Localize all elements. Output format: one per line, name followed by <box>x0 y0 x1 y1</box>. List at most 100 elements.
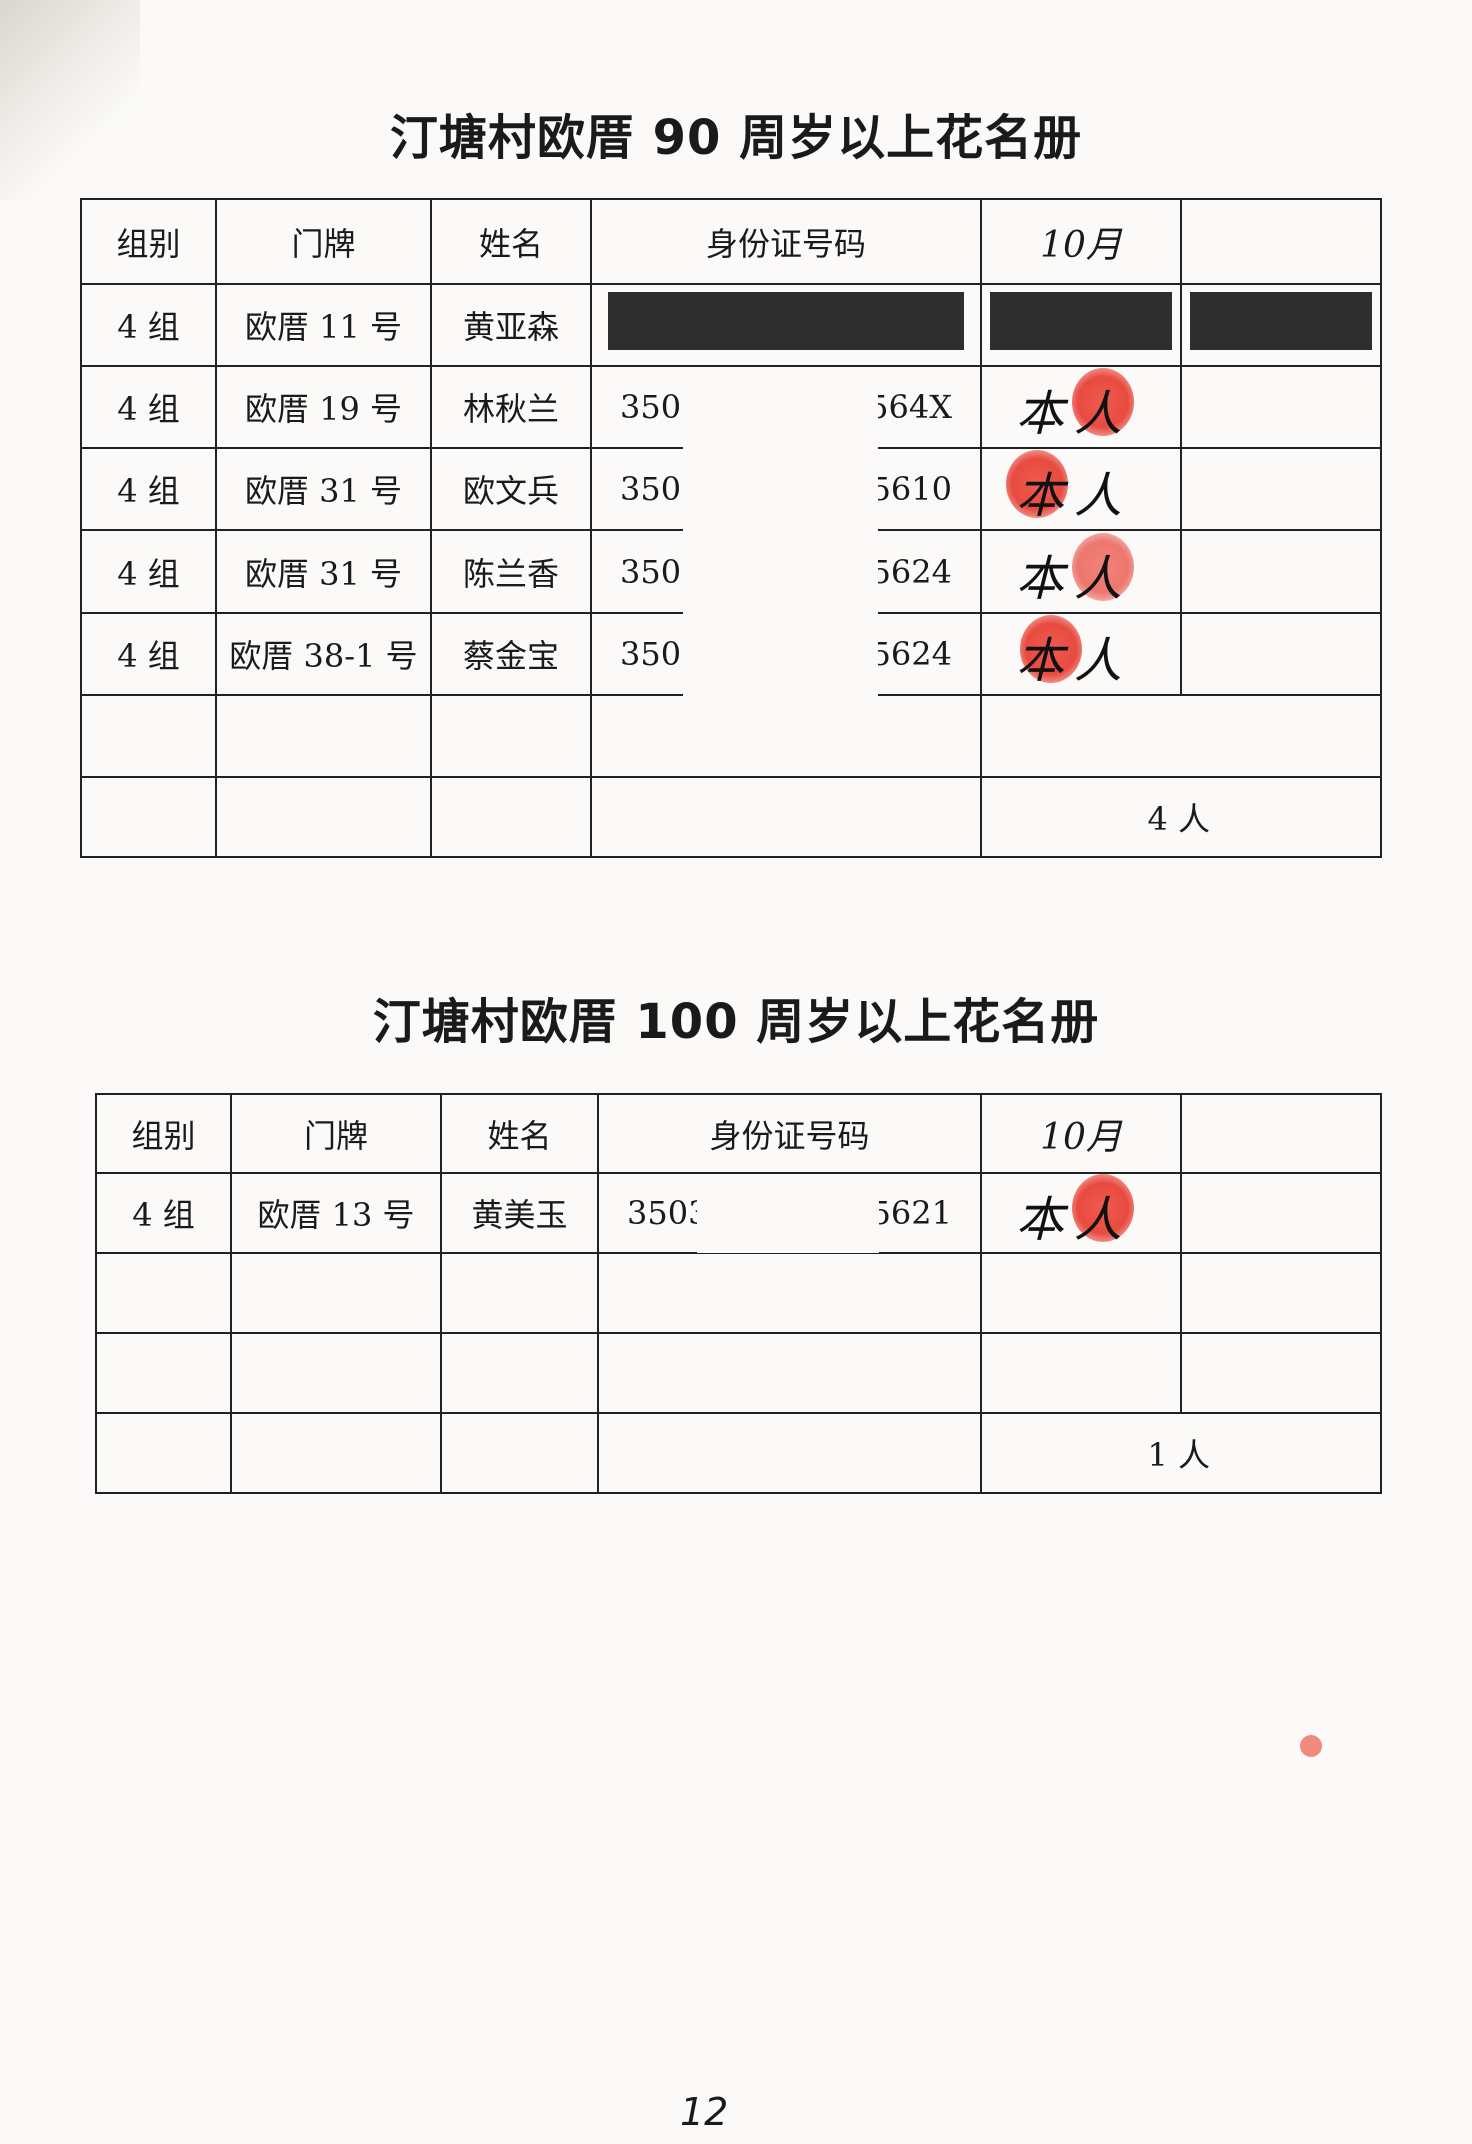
total-count: 1 人 <box>980 1412 1382 1494</box>
cell-sign: 本人 <box>980 447 1182 531</box>
cell-door: 欧厝 19 号 <box>215 365 432 449</box>
table-row: 4 组 欧厝 11 号 黄亚森 <box>80 283 1382 367</box>
cell-sign: 本人 <box>980 1172 1182 1254</box>
id-whiteout <box>697 1175 879 1253</box>
cell-name: 陈兰香 <box>430 529 592 614</box>
id-suffix: 5624 <box>870 552 952 591</box>
cell-extra <box>1180 447 1382 531</box>
cell-group: 4 组 <box>80 283 217 367</box>
cell-group: 4 组 <box>95 1172 232 1254</box>
cell-sign: 本人 <box>980 529 1182 614</box>
signature: 本人 <box>1016 1192 1133 1248</box>
table-row: 4 组 欧厝 13 号 黄美玉 3503 5621 本人 <box>95 1172 1382 1254</box>
cell-empty <box>590 776 982 858</box>
table-row: 4 组 欧厝 19 号 林秋兰 3503 564X 本人 <box>80 365 1382 449</box>
cell-door: 欧厝 11 号 <box>215 283 432 367</box>
signature: 本人 <box>1016 633 1133 689</box>
cell-empty <box>230 1412 442 1494</box>
cell-empty <box>597 1332 982 1414</box>
signature: 本人 <box>1016 386 1133 442</box>
table-row-empty <box>95 1332 1382 1414</box>
cell-empty <box>590 694 982 778</box>
cell-extra <box>1180 529 1382 614</box>
fingerprint-stamp <box>1072 368 1134 436</box>
cell-empty <box>980 1252 1182 1334</box>
id-prefix: 350 <box>620 635 682 673</box>
cell-group: 4 组 <box>80 612 217 696</box>
paper-corner-shadow <box>0 0 140 200</box>
fingerprint-stamp <box>1072 532 1134 601</box>
ink-spot <box>1300 1735 1322 1757</box>
cell-empty <box>95 1252 232 1334</box>
table-header-row: 组别 门牌 姓名 身份证号码 10月 <box>80 198 1382 285</box>
page-number: 12 <box>680 2090 729 2134</box>
cell-empty <box>440 1412 599 1494</box>
table-row: 4 组 欧厝 31 号 欧文兵 350 5610 本人 <box>80 447 1382 531</box>
cell-empty <box>95 1412 232 1494</box>
cell-name: 林秋兰 <box>430 365 592 449</box>
header-group: 组别 <box>80 198 217 285</box>
fingerprint-stamp <box>1020 615 1082 683</box>
table-row-empty <box>80 694 1382 778</box>
cell-empty <box>80 694 217 778</box>
id-suffix: 5610 <box>870 470 952 508</box>
cell-empty <box>980 694 1382 778</box>
redaction-bar <box>989 292 1173 350</box>
roster-100-title: 汀塘村欧厝 100 周岁以上花名册 <box>372 994 1100 1050</box>
table-header-row: 组别 门牌 姓名 身份证号码 10月 <box>95 1093 1382 1174</box>
cell-sign: 本人 <box>980 365 1182 449</box>
cell-door: 欧厝 13 号 <box>230 1172 442 1254</box>
cell-door: 欧厝 38-1 号 <box>215 612 432 696</box>
cell-name: 黄美玉 <box>440 1172 599 1254</box>
header-group: 组别 <box>95 1093 232 1174</box>
cell-door: 欧厝 31 号 <box>215 529 432 614</box>
cell-empty <box>95 1332 232 1414</box>
cell-door: 欧厝 31 号 <box>215 447 432 531</box>
cell-name: 欧文兵 <box>430 447 592 531</box>
header-door: 门牌 <box>215 198 432 285</box>
cell-empty <box>440 1332 599 1414</box>
header-id: 身份证号码 <box>590 198 982 285</box>
redaction-bar <box>607 292 965 350</box>
cell-extra-redacted <box>1180 283 1382 367</box>
header-door: 门牌 <box>230 1093 442 1174</box>
redaction-bar <box>1189 292 1373 350</box>
id-prefix: 350 <box>620 470 682 508</box>
cell-group: 4 组 <box>80 365 217 449</box>
id-prefix: 3503 <box>627 1194 709 1232</box>
cell-sign-redacted <box>980 283 1182 367</box>
cell-empty <box>215 694 432 778</box>
roster-90-title: 汀塘村欧厝 90 周岁以上花名册 <box>389 110 1083 166</box>
fingerprint-stamp <box>1006 450 1068 518</box>
cell-extra <box>1180 365 1382 449</box>
header-id: 身份证号码 <box>597 1093 982 1174</box>
cell-empty <box>1180 1332 1382 1414</box>
table-row-total: 1 人 <box>95 1412 1382 1494</box>
signature: 本人 <box>1016 468 1133 524</box>
id-suffix: 564X <box>868 388 952 426</box>
fingerprint-stamp <box>1072 1174 1134 1242</box>
id-prefix: 350 <box>620 552 682 591</box>
cell-empty <box>980 1332 1182 1414</box>
header-name: 姓名 <box>440 1093 599 1174</box>
cell-name: 蔡金宝 <box>430 612 592 696</box>
cell-group: 4 组 <box>80 529 217 614</box>
roster-100-table: 组别 门牌 姓名 身份证号码 10月 4 组 欧厝 13 号 黄美玉 3503 5… <box>95 1093 1382 1494</box>
total-count: 4 人 <box>980 776 1382 858</box>
cell-empty <box>430 694 592 778</box>
cell-empty <box>430 776 592 858</box>
cell-empty <box>597 1412 982 1494</box>
header-blank <box>1180 198 1382 285</box>
cell-extra <box>1180 612 1382 696</box>
header-blank <box>1180 1093 1382 1174</box>
cell-empty <box>230 1252 442 1334</box>
cell-empty <box>440 1252 599 1334</box>
header-month: 10月 <box>980 198 1182 285</box>
cell-sign: 本人 <box>980 612 1182 696</box>
cell-extra <box>1180 1172 1382 1254</box>
cell-empty <box>597 1252 982 1334</box>
cell-name: 黄亚森 <box>430 283 592 367</box>
cell-group: 4 组 <box>80 447 217 531</box>
table-row-total: 4 人 <box>80 776 1382 858</box>
id-suffix: 5621 <box>870 1194 952 1232</box>
